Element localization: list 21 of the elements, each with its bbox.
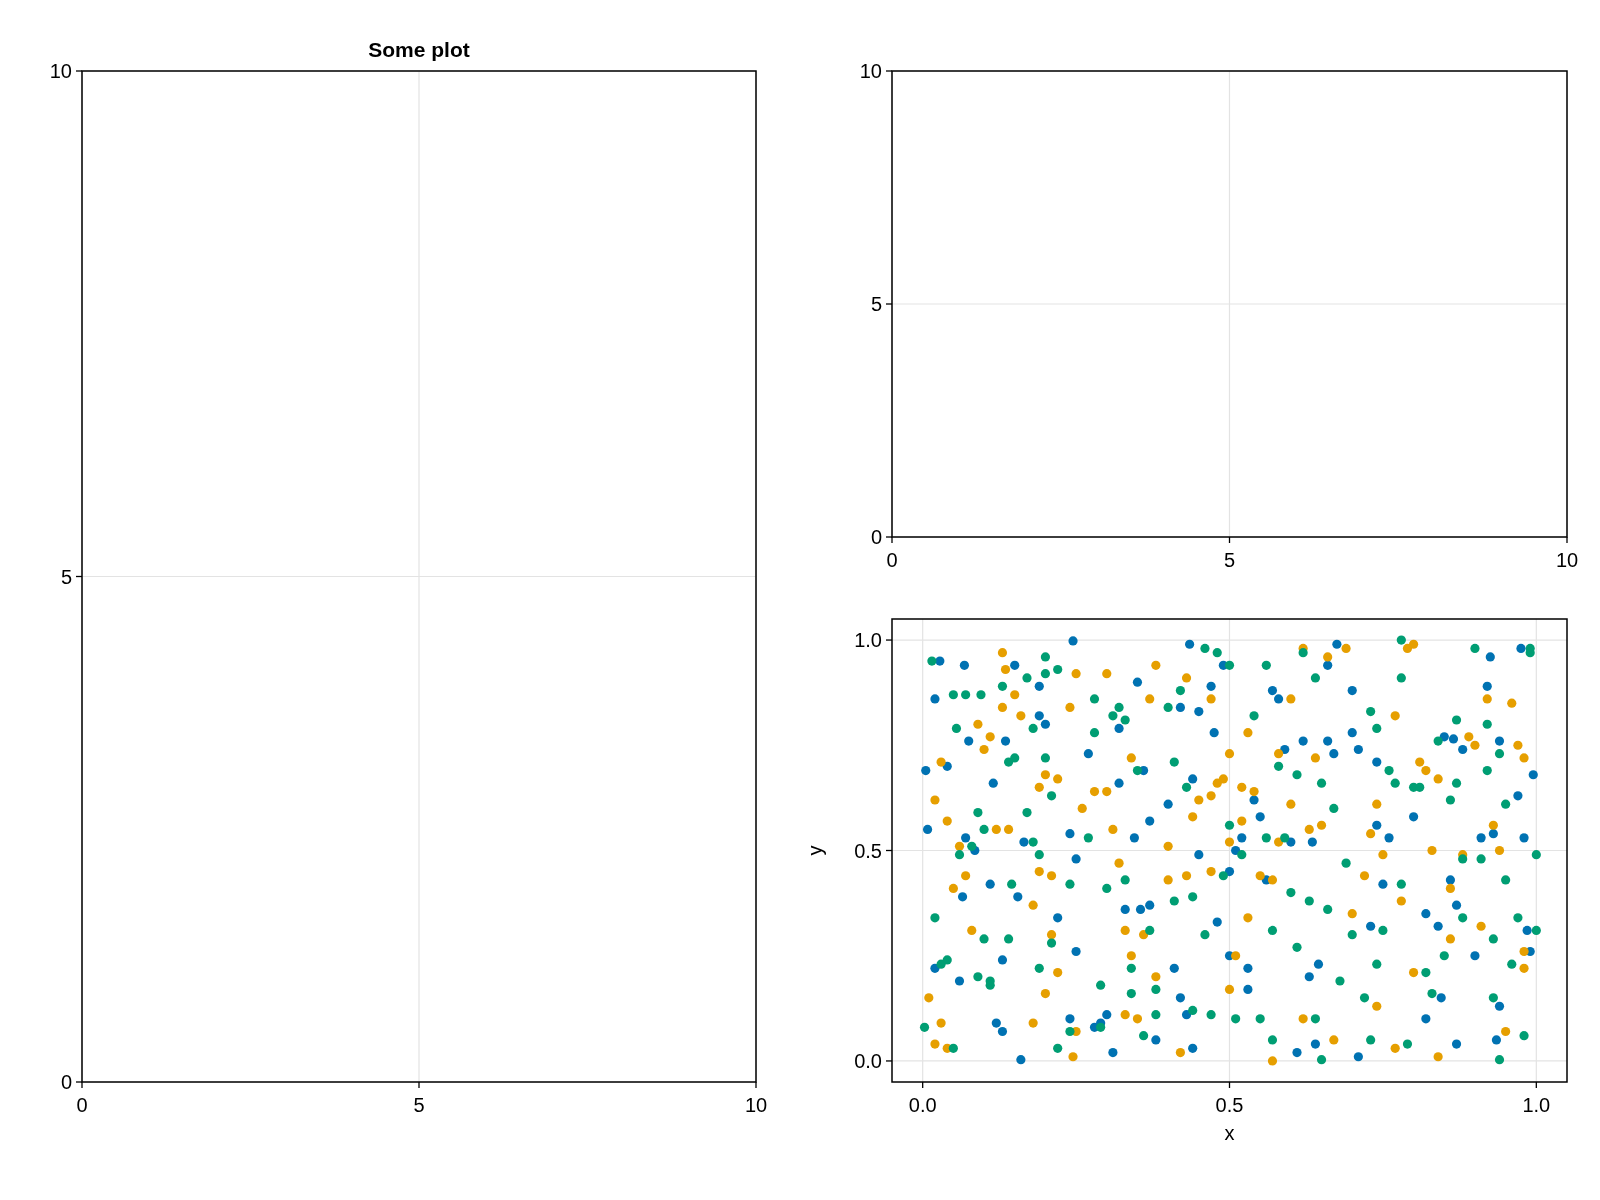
- chart-title: Some plot: [368, 38, 470, 61]
- y-tick-label: 5: [870, 293, 882, 315]
- y-tick-label: 10: [859, 60, 882, 82]
- y-tick-label: 0: [870, 526, 882, 548]
- y-tick-label: 0: [60, 1071, 72, 1093]
- y-tick-label: 5: [60, 565, 72, 588]
- x-axis-title: x: [1224, 1122, 1235, 1144]
- y-axis-title: y: [804, 845, 826, 856]
- x-tick-label: 5: [1223, 549, 1236, 571]
- y-tick-label: 0.5: [854, 839, 882, 862]
- x-tick-label: 0.0: [908, 1094, 937, 1116]
- y-tick-label: 0.0: [854, 1049, 882, 1072]
- x-tick-label: 10: [744, 1094, 768, 1116]
- x-tick-label: 5: [413, 1094, 425, 1116]
- x-tick-label: 0: [76, 1094, 88, 1116]
- y-tick-label: 1.0: [854, 629, 882, 652]
- x-tick-label: 10: [1555, 549, 1579, 571]
- x-tick-label: 0.5: [1215, 1094, 1244, 1116]
- x-tick-label: 0: [886, 549, 898, 571]
- y-tick-label: 10: [49, 60, 72, 82]
- x-tick-label: 1.0: [1522, 1094, 1551, 1116]
